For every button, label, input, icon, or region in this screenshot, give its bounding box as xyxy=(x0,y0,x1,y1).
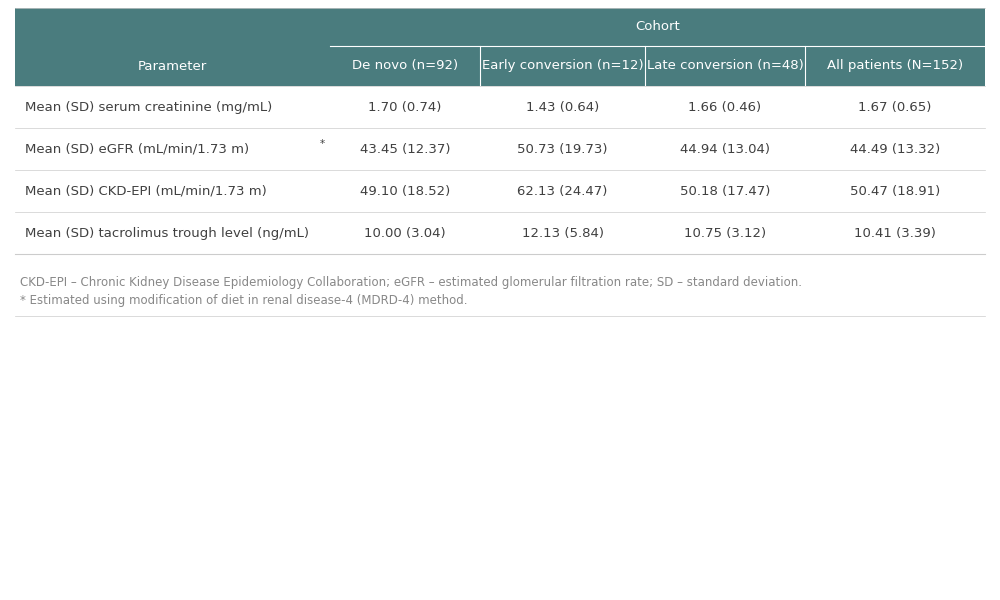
Text: 43.45 (12.37): 43.45 (12.37) xyxy=(360,142,450,155)
Bar xyxy=(15,128,985,170)
Text: 12.13 (5.84): 12.13 (5.84) xyxy=(522,226,604,239)
Bar xyxy=(15,8,330,86)
Text: 44.49 (13.32): 44.49 (13.32) xyxy=(850,142,940,155)
Text: 1.67 (0.65): 1.67 (0.65) xyxy=(858,100,932,113)
Bar xyxy=(15,212,985,254)
Bar xyxy=(15,86,985,128)
Text: De novo (n=92): De novo (n=92) xyxy=(352,59,458,73)
Text: Mean (SD) CKD-EPI (mL/min/1.73 m): Mean (SD) CKD-EPI (mL/min/1.73 m) xyxy=(25,185,267,197)
Text: Parameter: Parameter xyxy=(138,59,207,73)
Text: 10.75 (3.12): 10.75 (3.12) xyxy=(684,226,766,239)
Text: 1.70 (0.74): 1.70 (0.74) xyxy=(368,100,442,113)
Text: 10.00 (3.04): 10.00 (3.04) xyxy=(364,226,446,239)
Bar xyxy=(15,170,985,212)
Text: Mean (SD) eGFR (mL/min/1.73 m): Mean (SD) eGFR (mL/min/1.73 m) xyxy=(25,142,249,155)
Text: 44.94 (13.04): 44.94 (13.04) xyxy=(680,142,770,155)
Text: *: * xyxy=(320,139,325,149)
Bar xyxy=(330,46,480,86)
Text: 1.66 (0.46): 1.66 (0.46) xyxy=(688,100,762,113)
Text: * Estimated using modification of diet in renal disease-4 (MDRD-4) method.: * Estimated using modification of diet i… xyxy=(20,294,468,307)
Text: Mean (SD) tacrolimus trough level (ng/mL): Mean (SD) tacrolimus trough level (ng/mL… xyxy=(25,226,309,239)
Text: 50.18 (17.47): 50.18 (17.47) xyxy=(680,185,770,197)
Text: 49.10 (18.52): 49.10 (18.52) xyxy=(360,185,450,197)
Text: CKD-EPI – Chronic Kidney Disease Epidemiology Collaboration; eGFR – estimated gl: CKD-EPI – Chronic Kidney Disease Epidemi… xyxy=(20,276,802,289)
Text: Late conversion (n=48): Late conversion (n=48) xyxy=(647,59,803,73)
Text: All patients (N=152): All patients (N=152) xyxy=(827,59,963,73)
Text: Early conversion (n=12): Early conversion (n=12) xyxy=(482,59,643,73)
Text: Cohort: Cohort xyxy=(635,20,680,34)
Bar xyxy=(645,46,805,86)
Text: 1.43 (0.64): 1.43 (0.64) xyxy=(526,100,599,113)
Text: Mean (SD) serum creatinine (mg/mL): Mean (SD) serum creatinine (mg/mL) xyxy=(25,100,272,113)
Bar xyxy=(480,46,645,86)
Text: 50.47 (18.91): 50.47 (18.91) xyxy=(850,185,940,197)
Bar xyxy=(330,8,985,46)
Text: 10.41 (3.39): 10.41 (3.39) xyxy=(854,226,936,239)
Text: 62.13 (24.47): 62.13 (24.47) xyxy=(517,185,608,197)
Text: 50.73 (19.73): 50.73 (19.73) xyxy=(517,142,608,155)
Bar xyxy=(805,46,985,86)
